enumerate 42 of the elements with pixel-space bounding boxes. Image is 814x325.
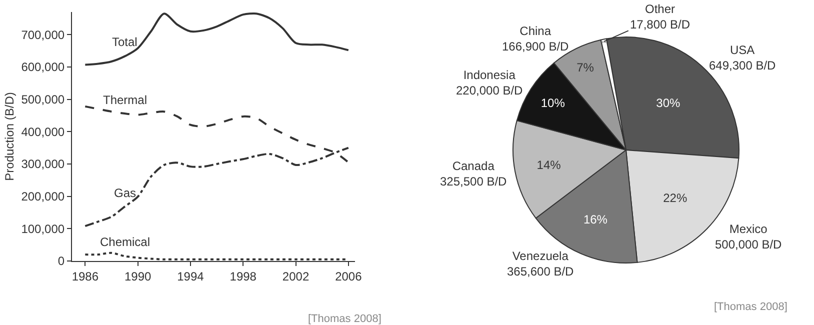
text: 30% [656, 96, 680, 110]
data-label: 365,600 B/D [507, 264, 574, 279]
data-label: 325,500 B/D [440, 174, 508, 189]
x-tick-label: 1994 [177, 269, 204, 284]
series-label: Chemical [100, 235, 150, 249]
series-label: Gas [114, 186, 136, 200]
y-tick-label: 500,000 [21, 92, 65, 107]
text: 22% [663, 190, 688, 205]
y-tick-label: 0 [58, 254, 65, 268]
slice-label: USA [730, 43, 755, 57]
data-label: 17,800 B/D [630, 18, 690, 32]
slice-label: Canada [452, 159, 495, 173]
text: [Thomas 2008] [714, 301, 788, 313]
slice-label: Venezuela [512, 249, 569, 263]
x-tick-label: 1986 [72, 269, 99, 284]
text: 14% [536, 158, 561, 172]
y-tick-label: 200,000 [21, 190, 65, 204]
y-axis-title: Production (B/D) [2, 92, 17, 181]
y-tick-label: 700,000 [21, 28, 65, 42]
data-label: 500,000 B/D [715, 238, 782, 252]
data-label: 220,000 B/D [456, 84, 524, 98]
text: 16% [583, 212, 608, 227]
x-tick-label: 1998 [230, 269, 257, 284]
text: 10% [540, 96, 565, 110]
x-tick-label: 2006 [335, 269, 362, 284]
series-label: Total [112, 35, 138, 49]
data-label: 166,900 B/D [502, 40, 570, 54]
y-tick-label: 100,000 [21, 222, 65, 236]
slice-label: Other [645, 2, 676, 16]
slice-label: Mexico [729, 222, 768, 236]
x-tick-label: 1990 [124, 269, 152, 284]
y-tick-label: 300,000 [21, 157, 65, 172]
x-tick-label: 2002 [282, 269, 310, 284]
y-tick-label: 600,000 [21, 60, 65, 74]
data-label: 649,300 B/D [709, 58, 776, 73]
slice-label: Indonesia [463, 68, 516, 82]
text: [Thomas 2008] [308, 313, 382, 325]
series-label: Thermal [103, 93, 148, 107]
text: 7% [576, 60, 594, 75]
y-tick-label: 400,000 [21, 124, 65, 139]
line-series [84, 12, 350, 66]
slice-label: China [520, 24, 552, 38]
